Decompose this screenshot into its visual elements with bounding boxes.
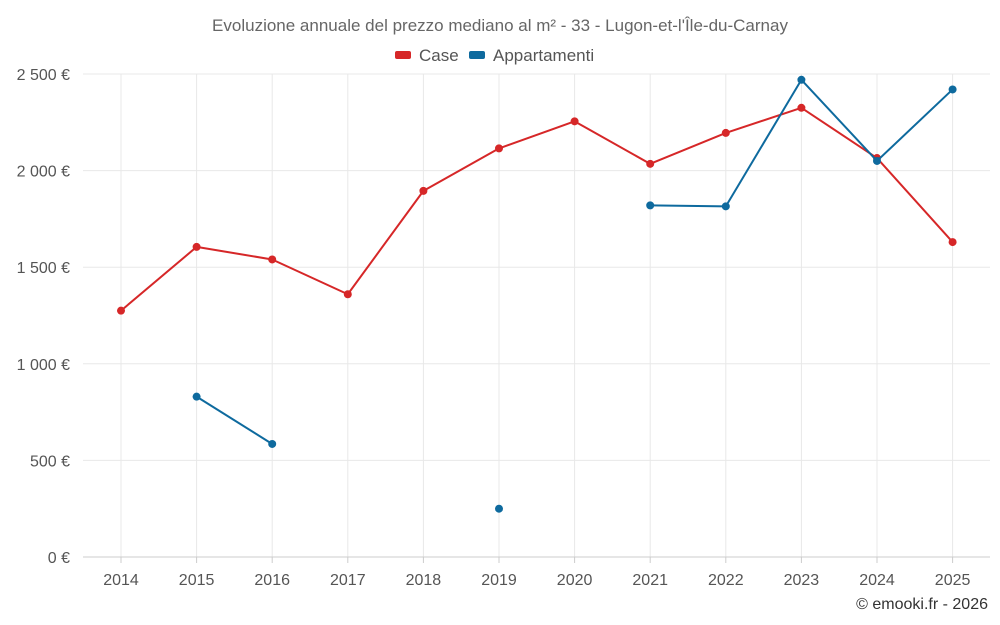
legend-label-appartamenti[interactable]: Appartamenti xyxy=(493,46,594,65)
legend-swatch-appartamenti xyxy=(469,51,485,59)
legend-label-case[interactable]: Case xyxy=(419,46,459,65)
x-tick-label: 2024 xyxy=(859,572,895,589)
x-tick-label: 2018 xyxy=(406,572,442,589)
data-point-appartamenti-2022[interactable] xyxy=(721,202,730,211)
y-tick-label: 2 000 € xyxy=(17,164,70,181)
y-tick-label: 1 500 € xyxy=(17,260,70,277)
legend-swatch-case xyxy=(395,51,411,59)
x-tick-label: 2020 xyxy=(557,572,593,589)
data-point-case-2017[interactable] xyxy=(343,290,352,299)
x-tick-label: 2023 xyxy=(784,572,820,589)
data-point-case-2021[interactable] xyxy=(646,159,655,168)
data-point-appartamenti-2025[interactable] xyxy=(948,85,957,94)
data-point-case-2016[interactable] xyxy=(268,255,277,264)
chart-title: Evoluzione annuale del prezzo mediano al… xyxy=(212,16,788,35)
x-tick-label: 2016 xyxy=(254,572,290,589)
x-tick-label: 2017 xyxy=(330,572,366,589)
x-tick-label: 2025 xyxy=(935,572,971,589)
data-point-appartamenti-2024[interactable] xyxy=(873,156,881,165)
data-point-case-2015[interactable] xyxy=(192,242,201,251)
data-point-case-2023[interactable] xyxy=(797,103,806,112)
series-appartamenti xyxy=(192,75,957,513)
data-point-appartamenti-2021[interactable] xyxy=(646,201,655,210)
x-tick-label: 2014 xyxy=(103,572,139,589)
x-tick-label: 2015 xyxy=(179,572,215,589)
x-tick-label: 2021 xyxy=(632,572,668,589)
y-tick-label: 0 € xyxy=(48,550,70,567)
data-point-case-2019[interactable] xyxy=(495,144,503,153)
data-point-appartamenti-2015[interactable] xyxy=(192,392,201,401)
grid xyxy=(83,73,990,557)
data-point-case-2014[interactable] xyxy=(117,306,125,315)
data-point-case-2020[interactable] xyxy=(570,117,579,126)
data-point-appartamenti-2019[interactable] xyxy=(495,504,503,513)
x-tick-label: 2022 xyxy=(708,572,744,589)
data-point-case-2025[interactable] xyxy=(948,238,957,247)
credit-text: © emooki.fr - 2026 xyxy=(856,596,988,613)
series-line-case xyxy=(120,106,954,312)
data-point-appartamenti-2016[interactable] xyxy=(268,439,277,448)
series xyxy=(117,75,957,513)
y-tick-label: 1 000 € xyxy=(17,357,70,374)
x-tick-label: 2019 xyxy=(481,572,517,589)
data-point-case-2018[interactable] xyxy=(419,186,428,195)
y-tick-label: 2 500 € xyxy=(17,67,70,84)
series-line-appartamenti xyxy=(196,395,273,445)
series-case xyxy=(117,103,957,315)
data-point-appartamenti-2023[interactable] xyxy=(797,75,806,84)
legend: Case Appartamenti xyxy=(395,46,594,65)
data-point-case-2022[interactable] xyxy=(721,128,730,137)
y-tick-label: 500 € xyxy=(30,453,70,470)
axes: 0 € 500 € 1 000 € 1 500 € 2 000 € 2 500 € 2014… xyxy=(17,67,990,589)
